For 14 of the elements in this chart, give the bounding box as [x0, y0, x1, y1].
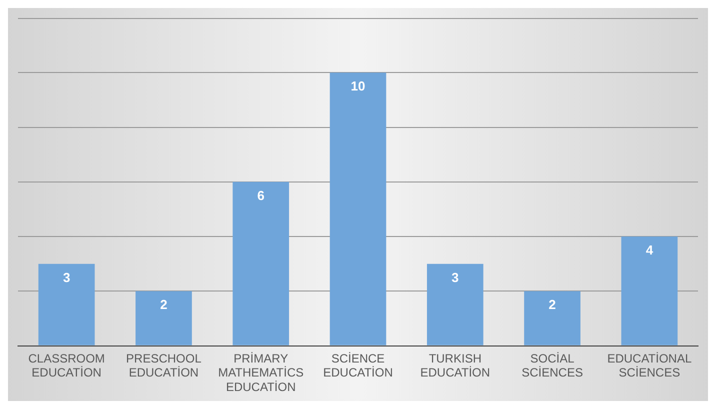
data-label: 10 — [350, 78, 366, 94]
x-tick-label: SOCİAL SCİENCES — [522, 351, 583, 380]
data-label: 4 — [646, 242, 654, 258]
x-tick-label: PRİMARY MATHEMATİCS EDUCATİON — [218, 351, 304, 394]
data-label: 2 — [548, 297, 556, 312]
x-tick-label: SCİENCE EDUCATİON — [323, 351, 393, 380]
x-tick-label: PRESCHOOL EDUCATİON — [126, 351, 202, 380]
data-label: 3 — [452, 270, 459, 285]
x-tick-label: EDUCATİONAL SCİENCES — [607, 351, 692, 380]
data-label: 3 — [62, 270, 70, 285]
x-tick-label: CLASSROOM EDUCATİON — [28, 351, 105, 380]
data-label: 2 — [160, 297, 168, 312]
x-tick-label: TURKISH EDUCATİON — [420, 351, 490, 380]
data-label: 6 — [257, 188, 264, 203]
